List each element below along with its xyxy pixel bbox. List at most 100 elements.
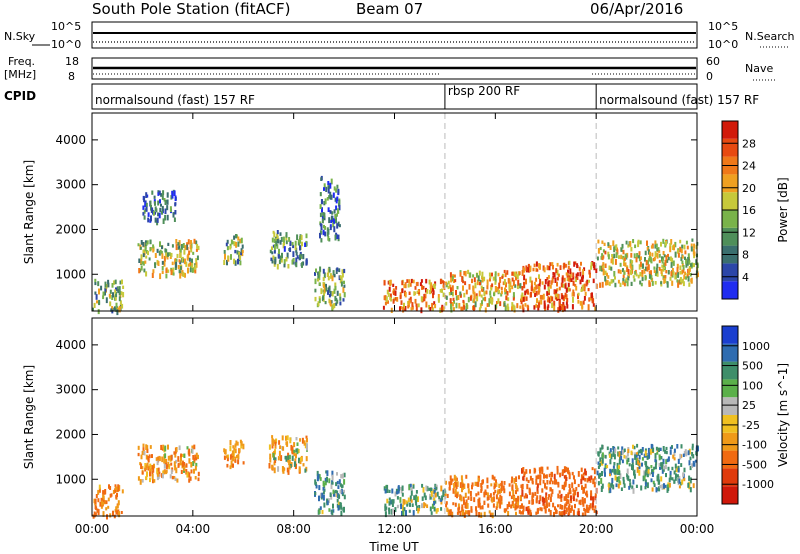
echo-cell	[511, 277, 514, 282]
echo-cell	[559, 305, 561, 311]
echo-cell	[475, 510, 478, 514]
echo-cell	[687, 482, 690, 488]
echo-cell	[189, 261, 192, 266]
echo-region	[269, 230, 308, 270]
echo-cell	[318, 485, 321, 491]
echo-cell	[168, 252, 171, 256]
echo-cell	[552, 502, 555, 508]
echo-cell	[241, 244, 244, 249]
echo-cell	[619, 282, 622, 287]
echo-cell	[116, 504, 119, 509]
echo-cell	[156, 460, 159, 466]
echo-cell	[634, 454, 637, 460]
echo-cell	[336, 480, 339, 485]
echo-cell	[178, 269, 181, 274]
echo-cell	[491, 512, 494, 519]
echo-cell	[237, 241, 240, 247]
echo-cell	[317, 473, 320, 480]
echo-cell	[662, 238, 665, 244]
echo-cell	[598, 473, 601, 479]
echo-cell	[485, 290, 488, 295]
echo-cell	[333, 226, 336, 233]
echo-cell	[530, 280, 533, 286]
echo-cell	[411, 302, 414, 307]
echo-cell	[445, 281, 447, 285]
echo-cell	[535, 499, 538, 503]
echo-cell	[611, 258, 614, 265]
echo-cell	[630, 247, 633, 252]
echo-cell	[291, 242, 294, 246]
echo-cell	[643, 475, 646, 480]
echo-cell	[669, 243, 672, 248]
echo-cell	[459, 510, 462, 516]
echo-cell	[298, 242, 301, 246]
echo-cell	[295, 262, 298, 268]
echo-cell	[560, 493, 563, 498]
echo-cell	[526, 483, 529, 490]
echo-cell	[333, 209, 336, 214]
echo-cell	[336, 184, 339, 189]
echo-cell	[504, 305, 507, 311]
echo-cell	[174, 465, 177, 471]
echo-cell	[317, 274, 320, 279]
echo-cell	[556, 269, 559, 276]
echo-cell	[582, 486, 585, 492]
echo-cell	[282, 236, 285, 243]
echo-cell	[337, 234, 340, 240]
echo-cell	[535, 475, 538, 480]
echo-cell	[612, 451, 615, 457]
echo-cell	[428, 279, 431, 285]
echo-cell	[234, 456, 237, 462]
echo-cell	[664, 449, 667, 454]
echo-cell	[575, 487, 578, 491]
echo-cell	[525, 506, 528, 512]
echo-cell	[655, 243, 658, 248]
echo-cell	[118, 305, 121, 312]
echo-cell	[671, 268, 674, 273]
colorbar-swatch	[722, 227, 738, 246]
echo-cell	[534, 292, 537, 297]
echo-cell	[283, 246, 286, 252]
echo-cell	[601, 457, 604, 464]
echo-cell	[105, 500, 108, 505]
echo-cell	[448, 481, 451, 485]
echo-cell	[533, 281, 536, 286]
echo-cell	[115, 494, 118, 499]
echo-cell	[657, 473, 660, 477]
echo-cell	[403, 302, 405, 309]
echo-cell	[339, 502, 342, 507]
echo-cell	[145, 242, 148, 246]
echo-cell	[455, 295, 458, 301]
echo-cell	[562, 298, 565, 302]
echo-cell	[594, 505, 597, 509]
echo-cell	[326, 231, 329, 237]
echo-cell	[464, 510, 467, 515]
echo-cell	[690, 278, 693, 283]
nsearch-label: N.Search	[745, 30, 795, 43]
echo-region	[382, 278, 447, 314]
nsky-panel-frame	[91, 21, 698, 49]
echo-cell	[235, 241, 238, 248]
echo-cell	[546, 277, 549, 281]
echo-cell	[417, 496, 419, 502]
echo-cell	[614, 469, 617, 475]
echo-cell	[604, 472, 606, 477]
echo-cell	[409, 296, 412, 303]
echo-cell	[683, 477, 686, 482]
echo-cell	[614, 276, 616, 280]
echo-cell	[568, 473, 571, 480]
echo-cell	[157, 192, 160, 196]
echo-cell	[158, 455, 161, 461]
echo-cell	[470, 506, 473, 512]
echo-cell	[306, 445, 308, 451]
echo-cell	[336, 290, 339, 296]
echo-cell	[197, 454, 199, 460]
echo-cell	[629, 259, 632, 264]
echo-cell	[233, 258, 236, 265]
echo-region	[142, 189, 177, 226]
echo-cell	[157, 261, 160, 266]
echo-cell	[415, 306, 418, 311]
colorbar-frame	[721, 325, 739, 505]
echo-cell	[160, 203, 162, 207]
echo-cell	[503, 279, 506, 285]
